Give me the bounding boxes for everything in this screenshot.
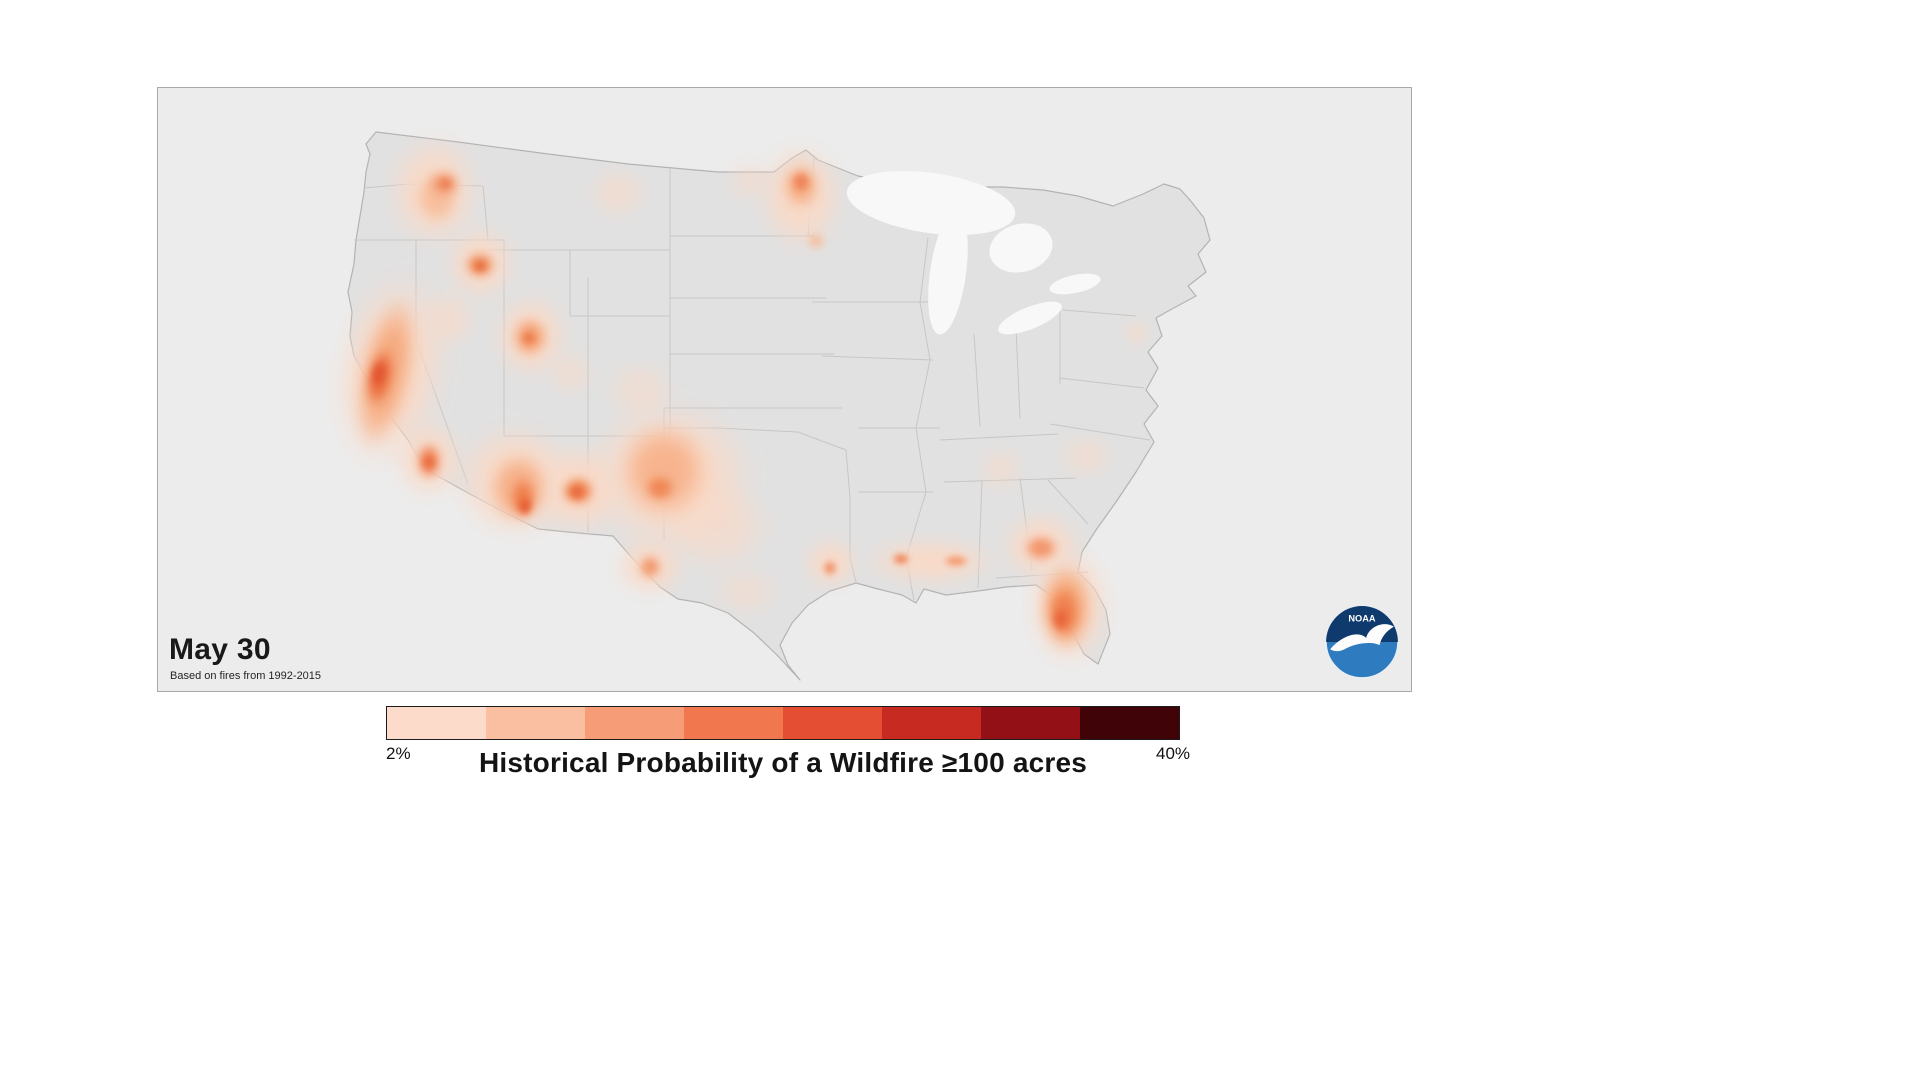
legend-segment bbox=[981, 707, 1080, 739]
noaa-logo: NOAA bbox=[1325, 605, 1399, 679]
lake-huron bbox=[989, 223, 1053, 273]
legend-segment bbox=[1080, 707, 1179, 739]
noaa-seagull-icon bbox=[1330, 624, 1394, 652]
great-lakes bbox=[846, 171, 1101, 335]
date-label: May 30 bbox=[169, 633, 271, 666]
lake-superior bbox=[846, 171, 1016, 235]
us-map bbox=[158, 88, 1411, 691]
legend-segment bbox=[783, 707, 882, 739]
legend-title: Historical Probability of a Wildfire ≥10… bbox=[478, 747, 1088, 778]
lake-ontario bbox=[1049, 273, 1101, 295]
legend-segment bbox=[585, 707, 684, 739]
lake-michigan bbox=[928, 211, 968, 335]
legend-min-label: 2% bbox=[386, 744, 411, 763]
legend-segment bbox=[387, 707, 486, 739]
legend-segment bbox=[684, 707, 783, 739]
noaa-logo-text: NOAA bbox=[1348, 613, 1376, 623]
lake-erie bbox=[998, 301, 1062, 335]
legend-segment bbox=[486, 707, 585, 739]
legend-segment bbox=[882, 707, 981, 739]
legend-bar bbox=[386, 706, 1180, 740]
source-note: Based on fires from 1992-2015 bbox=[170, 670, 322, 682]
legend-max-label: 40% bbox=[1156, 744, 1191, 763]
map-panel: May 30 Based on fires from 1992-2015 NOA… bbox=[157, 87, 1412, 692]
